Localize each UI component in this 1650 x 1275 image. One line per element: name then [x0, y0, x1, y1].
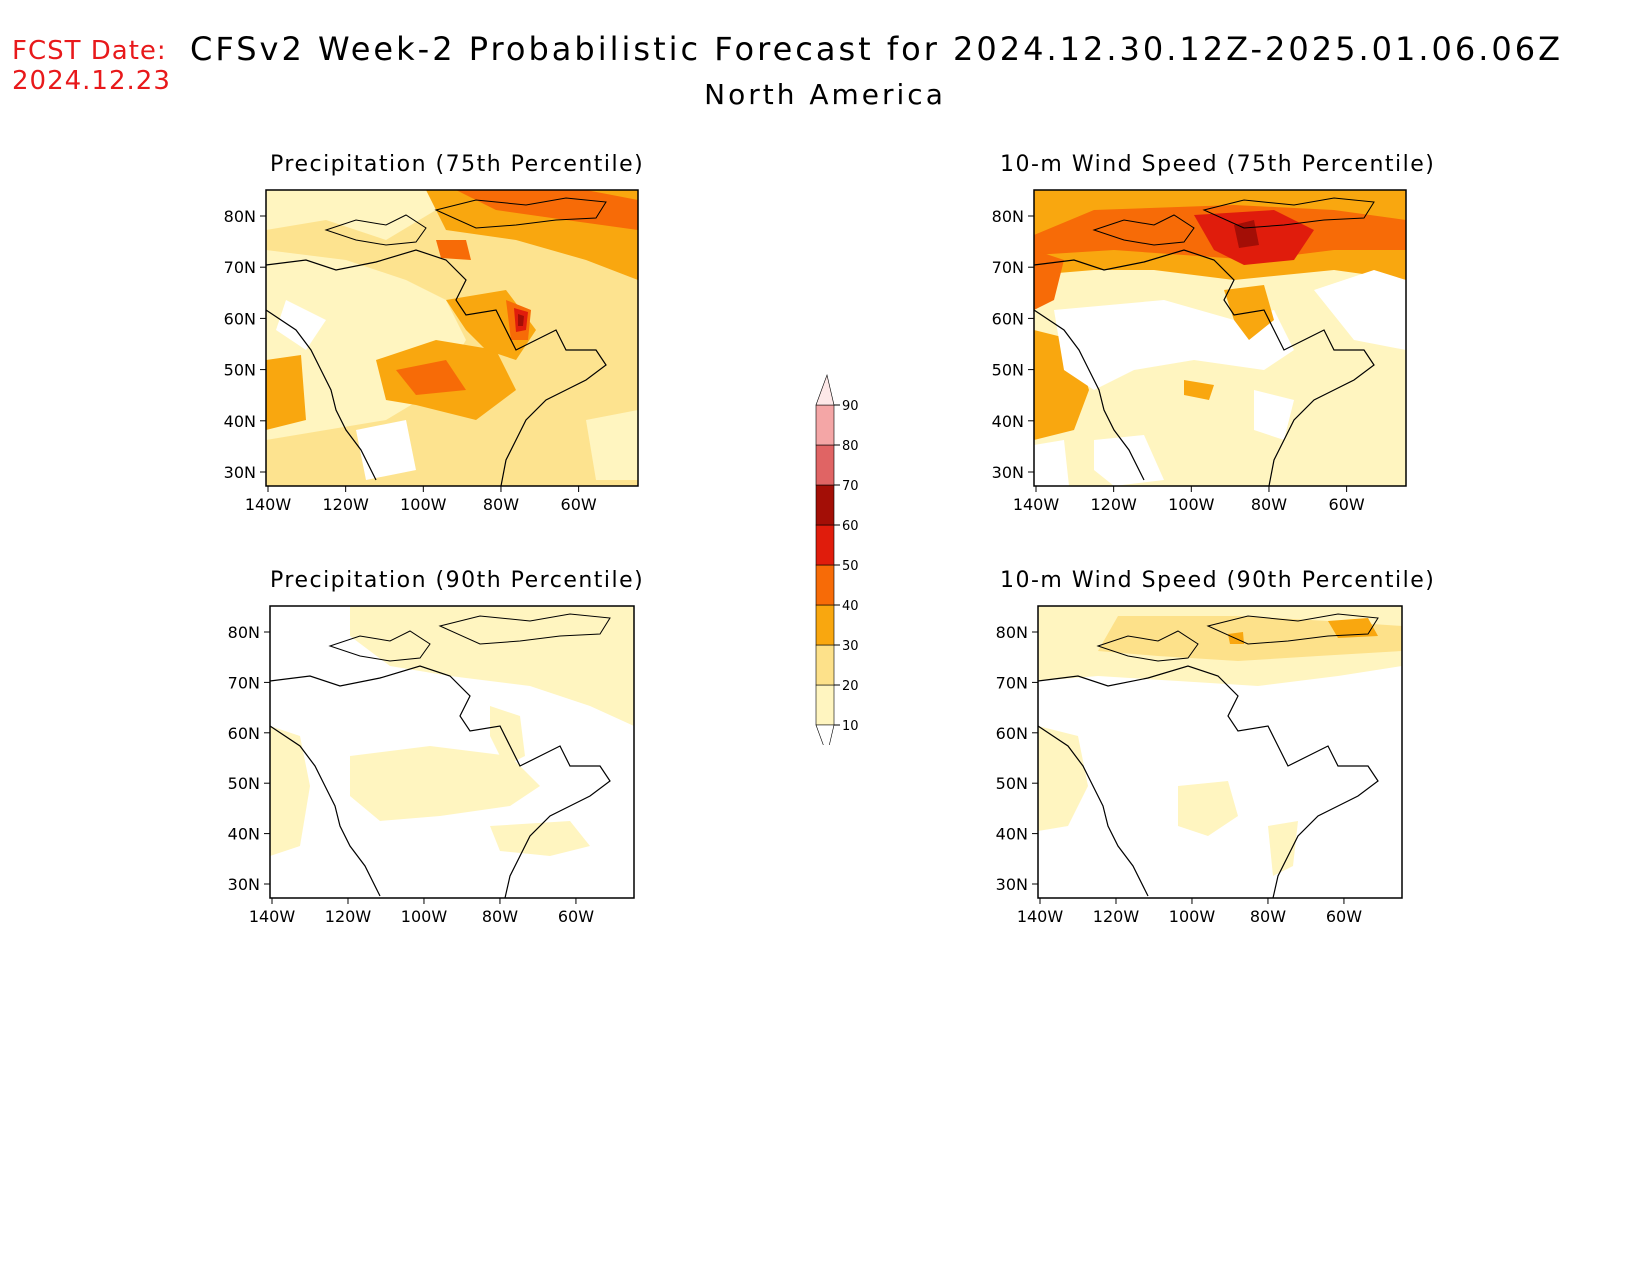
colorbar-label: 60: [842, 519, 859, 534]
lat-tick-label: 80N: [992, 207, 1024, 226]
forecast-date-label: FCST Date:: [12, 36, 167, 66]
lat-tick-label: 50N: [224, 361, 256, 380]
lat-tick-label: 40N: [992, 412, 1024, 431]
lat-tick-label: 70N: [996, 673, 1028, 692]
lat-tick-label: 60N: [992, 309, 1024, 328]
colorbar-label: 20: [842, 679, 859, 694]
lon-tick-label: 80W: [1251, 495, 1287, 514]
lon-tick-label: 80W: [483, 495, 519, 514]
lat-tick-label: 60N: [996, 724, 1028, 743]
colorbar-band: [815, 484, 835, 526]
panel-title-precip-90: Precipitation (90th Percentile): [270, 568, 645, 593]
colorbar-band: [815, 444, 835, 486]
lon-tick-label: 60W: [1326, 907, 1362, 926]
lat-tick-label: 80N: [996, 623, 1028, 642]
forecast-date-block: FCST Date: 2024.12.23: [12, 36, 171, 96]
lon-tick-label: 120W: [1090, 495, 1137, 514]
colorbar-top-end: [815, 373, 835, 406]
lat-tick-label: 30N: [228, 875, 260, 894]
colorbar-label: 80: [842, 439, 859, 454]
colorbar-bottom-end: [815, 724, 835, 745]
lat-tick-label: 40N: [996, 825, 1028, 844]
panel-title-wind-90: 10-m Wind Speed (90th Percentile): [1000, 568, 1436, 593]
colorbar-band: [815, 604, 835, 646]
lat-tick-label: 50N: [992, 361, 1024, 380]
lon-tick-label: 80W: [482, 907, 518, 926]
panel-title-precip-75: Precipitation (75th Percentile): [270, 152, 645, 177]
colorbar-band: [815, 564, 835, 606]
lat-tick-label: 70N: [992, 258, 1024, 277]
lat-tick-label: 60N: [228, 724, 260, 743]
lat-tick-label: 80N: [224, 207, 256, 226]
map-precip-90: 80N 70N 60N 50N 40N 30N 140W 120W 100W 80W 60W: [228, 605, 635, 926]
map-wind-75: 80N 70N 60N 50N 40N 30N 140W 120W 100W 80W 60W: [992, 189, 1407, 514]
lon-tick-label: 100W: [400, 495, 447, 514]
lon-tick-label: 60W: [1329, 495, 1365, 514]
lat-tick-label: 30N: [992, 463, 1024, 482]
lat-tick-label: 40N: [228, 825, 260, 844]
colorbar-label: 50: [842, 559, 859, 574]
lon-tick-label: 140W: [1013, 495, 1060, 514]
lon-tick-label: 80W: [1250, 907, 1286, 926]
lat-tick-label: 30N: [224, 463, 256, 482]
page-subtitle: North America: [704, 78, 946, 111]
lon-tick-label: 120W: [322, 495, 369, 514]
colorbar-band: [815, 644, 835, 686]
map-precip-75: 80N 70N 60N 50N 40N 30N 140W 120W 100W 80W 60W: [224, 189, 639, 514]
lat-tick-label: 80N: [228, 623, 260, 642]
lon-tick-label: 100W: [1168, 495, 1215, 514]
map-wind-90: 80N 70N 60N 50N 40N 30N 140W 120W 100W 80W 60W: [996, 605, 1403, 926]
panel-title-wind-75: 10-m Wind Speed (75th Percentile): [1000, 152, 1436, 177]
lat-tick-label: 40N: [224, 412, 256, 431]
lon-tick-label: 140W: [249, 907, 296, 926]
lat-tick-label: 60N: [224, 309, 256, 328]
colorbar-band: [815, 684, 835, 726]
colorbar-label: 40: [842, 599, 859, 614]
lat-tick-label: 70N: [228, 673, 260, 692]
lon-tick-label: 120W: [1093, 907, 1140, 926]
colorbar-band: [815, 404, 835, 446]
forecast-date-value: 2024.12.23: [12, 66, 171, 96]
lon-tick-label: 100W: [401, 907, 448, 926]
colorbar-label: 10: [842, 719, 859, 734]
page-title: CFSv2 Week-2 Probabilistic Forecast for …: [190, 30, 1564, 68]
lat-tick-label: 50N: [228, 774, 260, 793]
lat-tick-label: 50N: [996, 774, 1028, 793]
lon-tick-label: 60W: [561, 495, 597, 514]
lat-tick-label: 30N: [996, 875, 1028, 894]
colorbar-label: 30: [842, 639, 859, 654]
lon-tick-label: 140W: [1017, 907, 1064, 926]
colorbar: 10 20 30 40 50 60 70 80 90: [815, 373, 859, 745]
lon-tick-label: 140W: [245, 495, 292, 514]
colorbar-label: 90: [842, 399, 859, 414]
lon-tick-label: 120W: [325, 907, 372, 926]
lon-tick-label: 60W: [558, 907, 594, 926]
lat-tick-label: 70N: [224, 258, 256, 277]
lon-tick-label: 100W: [1169, 907, 1216, 926]
colorbar-label: 70: [842, 479, 859, 494]
colorbar-band: [815, 524, 835, 566]
